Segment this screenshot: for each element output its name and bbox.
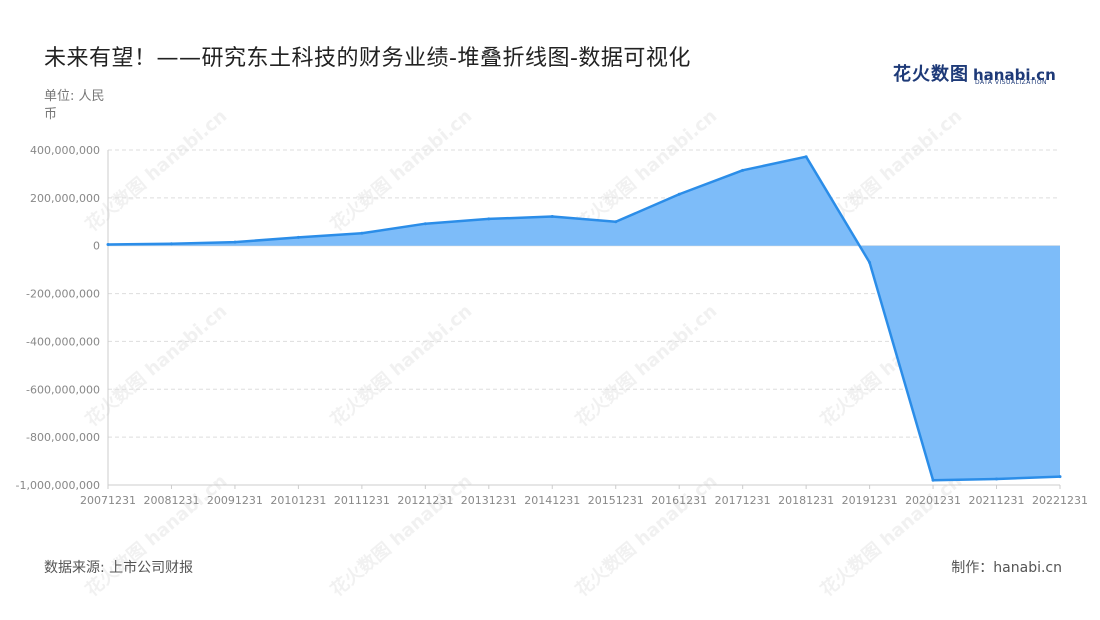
watermark: 花火数图 hanabi.cn: [571, 300, 721, 431]
data-point[interactable]: [1058, 475, 1062, 479]
data-point[interactable]: [931, 478, 935, 482]
data-point[interactable]: [169, 242, 173, 246]
y-tick-label: -600,000,000: [26, 383, 100, 396]
watermark: 花火数图 hanabi.cn: [326, 300, 476, 431]
x-tick-label: 20071231: [80, 494, 136, 507]
y-tick-label: -200,000,000: [26, 288, 100, 301]
data-point[interactable]: [995, 477, 999, 481]
x-tick-label: 20121231: [397, 494, 453, 507]
y-tick-label: 400,000,000: [30, 144, 100, 157]
data-source: 数据来源: 上市公司财报: [44, 560, 194, 576]
data-point[interactable]: [614, 220, 618, 224]
brand-logo: 花火数图 hanabi.cn DATA VISUALIZATION: [893, 60, 1056, 86]
x-tick-label: 20171231: [715, 494, 771, 507]
data-point[interactable]: [360, 231, 364, 235]
data-point[interactable]: [106, 243, 110, 247]
watermark: 花火数图 hanabi.cn: [326, 470, 476, 601]
x-tick-label: 20141231: [524, 494, 580, 507]
watermark: 花火数图 hanabi.cn: [326, 105, 476, 236]
data-point[interactable]: [804, 155, 808, 159]
x-tick-label: 20131231: [461, 494, 517, 507]
y-tick-label: -400,000,000: [26, 335, 100, 348]
series-area: [108, 156, 1060, 481]
data-point[interactable]: [868, 260, 872, 264]
series-line: [107, 155, 1061, 482]
data-point[interactable]: [741, 168, 745, 172]
data-point[interactable]: [233, 240, 237, 244]
data-point[interactable]: [296, 235, 300, 239]
brand-tagline: DATA VISUALIZATION: [975, 79, 1048, 86]
x-tick-label: 20191231: [842, 494, 898, 507]
y-tick-label: 200,000,000: [30, 192, 100, 205]
y-tick-label: -1,000,000,000: [16, 479, 100, 492]
x-tick-label: 20181231: [778, 494, 834, 507]
data-point[interactable]: [550, 215, 554, 219]
brand-name-en: hanabi.cn: [973, 66, 1056, 84]
unit-label: 单位: 人民币: [44, 89, 105, 122]
data-point[interactable]: [677, 192, 681, 196]
watermark: 花火数图 hanabi.cn: [81, 470, 231, 601]
x-tick-label: 20101231: [270, 494, 326, 507]
y-axis-ticks: 400,000,000 200,000,000 0 -200,000,000 -400,…: [16, 144, 100, 492]
watermark: 花火数图 hanabi.cn: [81, 300, 231, 431]
x-tick-label: 20111231: [334, 494, 390, 507]
watermark: 花火数图 hanabi.cn: [816, 470, 966, 601]
y-tick-label: 0: [93, 240, 100, 253]
x-tick-label: 20091231: [207, 494, 263, 507]
watermark: 花火数图 hanabi.cn: [81, 105, 231, 236]
watermark-layer: 花火数图 hanabi.cn 花火数图 hanabi.cn 花火数图 hanabi.…: [81, 105, 966, 601]
watermark: 花火数图 hanabi.cn: [571, 470, 721, 601]
x-tick-label: 20201231: [905, 494, 961, 507]
x-tick-label: 20081231: [143, 494, 199, 507]
x-tick-label: 20161231: [651, 494, 707, 507]
maker-credit: 制作：hanabi.cn: [951, 560, 1062, 576]
brand-name-cn: 花火数图: [893, 64, 969, 85]
y-tick-label: -800,000,000: [26, 431, 100, 444]
data-point[interactable]: [487, 217, 491, 221]
x-axis-ticks: 20071231 20081231 20091231 20101231 20111231…: [80, 485, 1088, 507]
series-layer: [106, 155, 1062, 482]
data-point[interactable]: [423, 222, 427, 226]
x-tick-label: 20151231: [588, 494, 644, 507]
chart-title: 未来有望！——研究东土科技的财务业绩-堆叠折线图-数据可视化: [44, 46, 691, 71]
x-tick-label: 20211231: [969, 494, 1025, 507]
x-tick-label: 20221231: [1032, 494, 1088, 507]
